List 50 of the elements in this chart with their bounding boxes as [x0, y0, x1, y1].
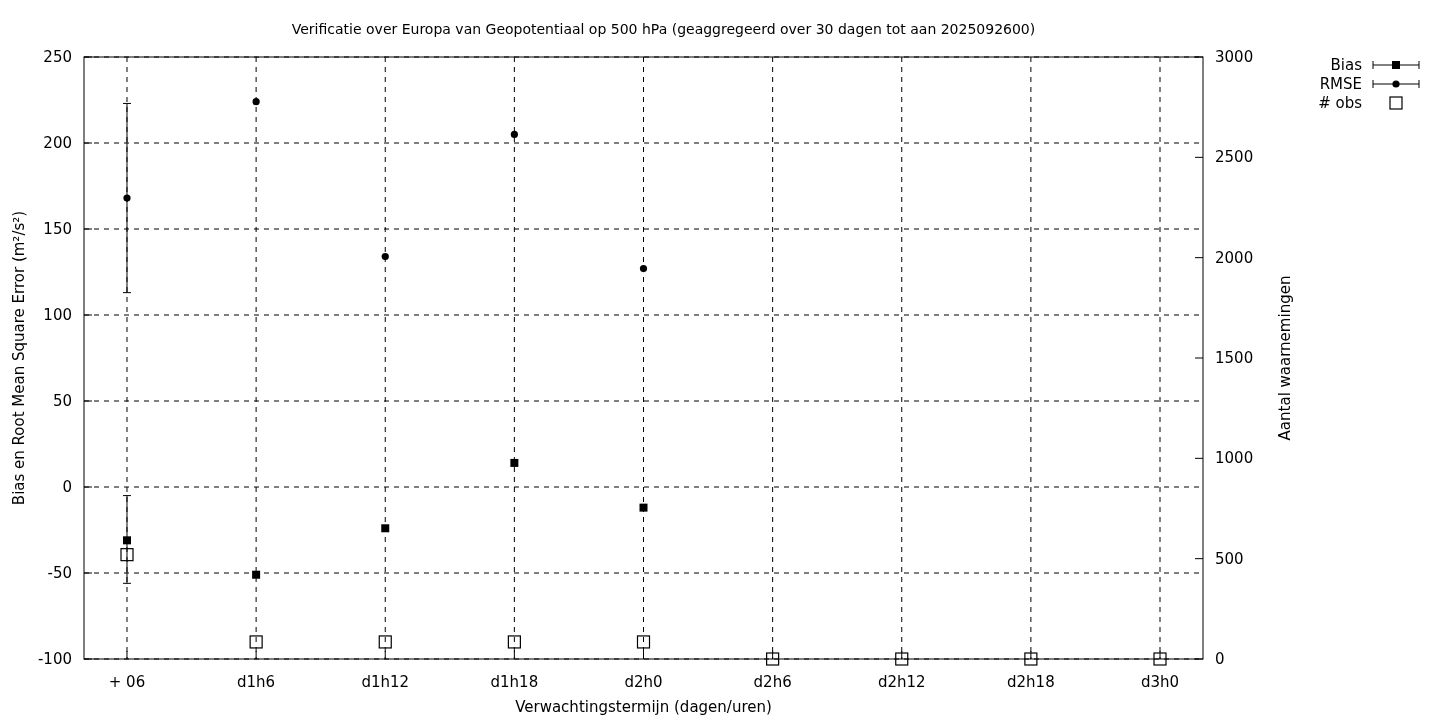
y2-tick-label: 3000: [1215, 48, 1254, 66]
y-axis-title: Bias en Root Mean Square Error (m²/s²): [10, 210, 28, 506]
y2-tick-label: 500: [1215, 549, 1244, 568]
x-tick-label: d3h0: [1140, 673, 1180, 691]
y-tick-label: -50: [47, 564, 72, 582]
point: [378, 635, 392, 649]
y-tick-label: 200: [43, 134, 72, 152]
y2-tick-label: 0: [1215, 650, 1225, 668]
point: [639, 264, 648, 273]
y2-tick-label: 2000: [1215, 248, 1254, 267]
point: [510, 458, 519, 467]
x-tick-label: d1h12: [361, 673, 410, 691]
point: [123, 536, 131, 545]
y2-axis-title: Aantal waarnemingen: [1276, 275, 1294, 441]
y-tick-label: 100: [43, 306, 72, 324]
y-tick-label: 150: [43, 220, 72, 238]
y-tick-label: 0: [62, 478, 72, 496]
y2-tick-label: 1000: [1215, 449, 1254, 468]
chart-title: Verificatie over Europa van Geopotentiaal op 500 hPa (geaggregeerd over 30 dagen tot aan 2025092600): [291, 21, 1036, 37]
legend-label: RMSE: [1319, 75, 1362, 93]
point: [252, 570, 261, 579]
point: [766, 652, 780, 666]
point: [1153, 652, 1167, 666]
x-axis-title: Verwachtingstermijn (dagen/uren): [515, 698, 772, 716]
point: [120, 548, 134, 562]
legend-label: Bias: [1330, 56, 1363, 74]
x-tick-label: d1h18: [490, 673, 539, 691]
point: [252, 98, 260, 106]
point: [381, 252, 389, 261]
point: [510, 130, 518, 138]
x-tick-label: d2h0: [624, 673, 663, 691]
y-tick-label: -100: [37, 650, 72, 668]
x-tick-label: d2h6: [753, 673, 792, 691]
legend-label: # obs: [1318, 94, 1363, 112]
y-tick-label: 50: [52, 392, 72, 410]
point: [636, 635, 651, 649]
y2-tick-label: 2500: [1215, 148, 1254, 167]
point: [123, 194, 131, 202]
y2-tick-label: 1500: [1215, 349, 1254, 367]
y-tick-label: 250: [43, 48, 72, 66]
x-tick-label: d1h6: [237, 673, 276, 691]
x-tick-label: d2h12: [877, 673, 926, 691]
x-tick-label: + 06: [108, 673, 146, 691]
point: [895, 652, 909, 666]
point: [507, 635, 521, 649]
point: [381, 524, 390, 533]
point: [639, 503, 648, 512]
x-tick-label: d2h18: [1007, 673, 1055, 691]
point: [1024, 652, 1038, 666]
point: [249, 635, 263, 649]
